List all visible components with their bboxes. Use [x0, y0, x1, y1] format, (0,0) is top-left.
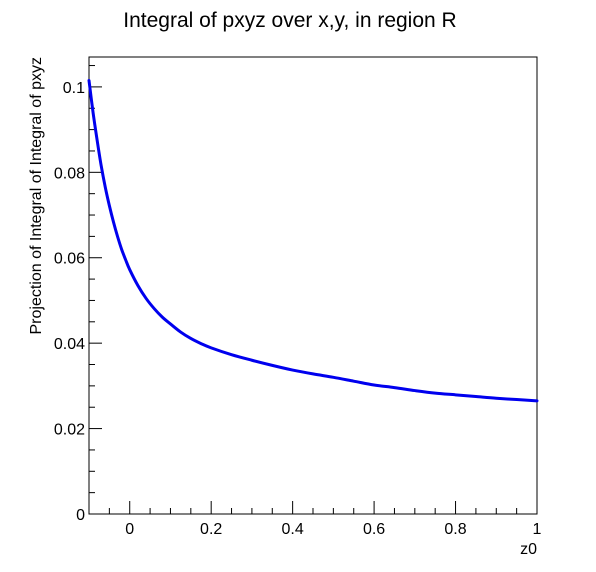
chart-title: Integral of pxyz over x,y, in region R	[123, 9, 456, 32]
x-tick-label: 0.6	[363, 521, 385, 538]
series-group	[87, 78, 539, 403]
x-axis-ticks	[88, 501, 538, 514]
x-tick-label: 1	[533, 521, 542, 538]
plot-frame	[88, 56, 538, 515]
y-tick-label: 0.1	[63, 80, 85, 97]
y-tick-label: 0	[76, 507, 85, 524]
x-tick-label: 0.2	[200, 521, 222, 538]
y-axis-tick-labels: 0 0.02 0.04 0.06 0.08 0.1	[54, 80, 85, 524]
x-tick-label: 0	[125, 521, 134, 538]
y-axis-label: Projection of Integral of Integral of px…	[28, 57, 45, 334]
y-tick-label: 0.08	[54, 165, 85, 182]
y-tick-label: 0.04	[54, 336, 85, 353]
x-tick-label: 0.4	[282, 521, 304, 538]
x-tick-label: 0.8	[444, 521, 466, 538]
y-axis-ticks	[89, 65, 102, 515]
y-tick-label: 0.02	[54, 422, 85, 439]
y-tick-label: 0.06	[54, 251, 85, 268]
series-line	[87, 78, 539, 403]
x-axis-label: z0	[520, 541, 537, 558]
x-axis-tick-labels: 0 0.2 0.4 0.6 0.8 1	[125, 521, 541, 538]
